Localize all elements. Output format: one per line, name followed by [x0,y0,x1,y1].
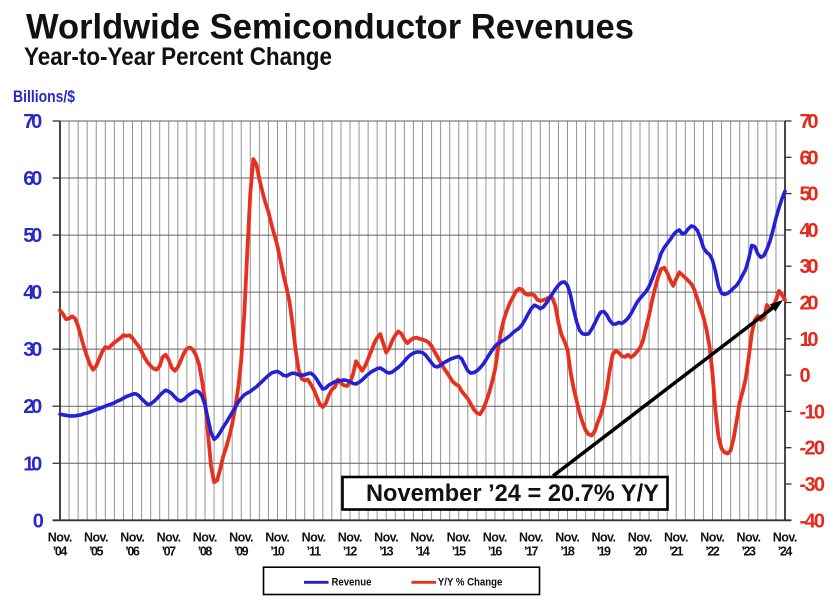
svg-text:20: 20 [800,293,819,315]
svg-text:Nov.: Nov. [120,531,145,545]
svg-text:Nov.: Nov. [48,531,73,545]
svg-text:’21: ’21 [669,545,684,559]
svg-text:Nov.: Nov. [773,531,798,545]
svg-text:Nov.: Nov. [84,531,109,545]
svg-text:Revenue: Revenue [332,576,372,588]
svg-text:Y/Y % Change: Y/Y % Change [438,576,502,588]
svg-text:-10: -10 [800,401,826,423]
svg-text:’08: ’08 [198,545,213,559]
svg-text:’18: ’18 [560,545,575,559]
svg-text:-20: -20 [800,438,826,460]
svg-text:40: 40 [800,220,819,242]
svg-text:Year-to-Year Percent Change: Year-to-Year Percent Change [24,44,332,71]
svg-text:-40: -40 [800,510,826,532]
svg-text:Nov.: Nov. [519,531,544,545]
svg-text:50: 50 [23,225,42,247]
svg-text:’07: ’07 [162,545,177,559]
svg-text:70: 70 [23,111,42,133]
svg-text:10: 10 [23,453,42,475]
svg-text:0: 0 [33,510,44,532]
svg-text:Worldwide Semiconductor Revenu: Worldwide Semiconductor Revenues [26,7,634,47]
svg-text:Nov.: Nov. [410,531,435,545]
svg-text:’10: ’10 [270,545,285,559]
svg-text:Nov.: Nov. [737,531,762,545]
svg-text:’20: ’20 [633,545,648,559]
svg-text:’04: ’04 [53,545,68,559]
svg-text:Nov.: Nov. [265,531,290,545]
svg-text:’17: ’17 [524,545,539,559]
svg-text:60: 60 [23,168,42,190]
svg-text:70: 70 [800,111,819,133]
svg-text:10: 10 [800,329,819,351]
svg-text:Billions/$: Billions/$ [13,88,75,106]
svg-text:Nov.: Nov. [628,531,653,545]
svg-text:50: 50 [800,184,819,206]
svg-text:’24: ’24 [778,545,793,559]
svg-text:Nov.: Nov. [302,531,327,545]
svg-text:Nov.: Nov. [592,531,617,545]
svg-text:60: 60 [800,147,819,169]
svg-text:’23: ’23 [742,545,757,559]
svg-text:’14: ’14 [415,545,430,559]
svg-text:Nov.: Nov. [483,531,508,545]
svg-text:30: 30 [800,256,819,278]
svg-text:20: 20 [23,396,42,418]
svg-text:’13: ’13 [379,545,394,559]
svg-text:’12: ’12 [343,545,358,559]
svg-text:Nov.: Nov. [555,531,580,545]
svg-text:’06: ’06 [125,545,140,559]
svg-text:’22: ’22 [705,545,720,559]
svg-text:Nov.: Nov. [157,531,182,545]
svg-text:Nov.: Nov. [374,531,399,545]
svg-text:’09: ’09 [234,545,249,559]
svg-text:Nov.: Nov. [447,531,472,545]
svg-text:30: 30 [23,339,42,361]
svg-text:’11: ’11 [307,545,322,559]
svg-text:Nov.: Nov. [229,531,254,545]
svg-text:’05: ’05 [89,545,104,559]
svg-text:Nov.: Nov. [338,531,363,545]
svg-text:’16: ’16 [488,545,503,559]
svg-text:’19: ’19 [597,545,612,559]
svg-text:-30: -30 [800,474,826,496]
svg-text:0: 0 [800,365,811,387]
svg-text:Nov.: Nov. [193,531,218,545]
svg-text:Nov.: Nov. [700,531,725,545]
svg-text:’15: ’15 [452,545,467,559]
svg-text:November ’24 = 20.7% Y/Y: November ’24 = 20.7% Y/Y [366,480,659,507]
svg-text:40: 40 [23,282,42,304]
svg-text:Nov.: Nov. [664,531,689,545]
